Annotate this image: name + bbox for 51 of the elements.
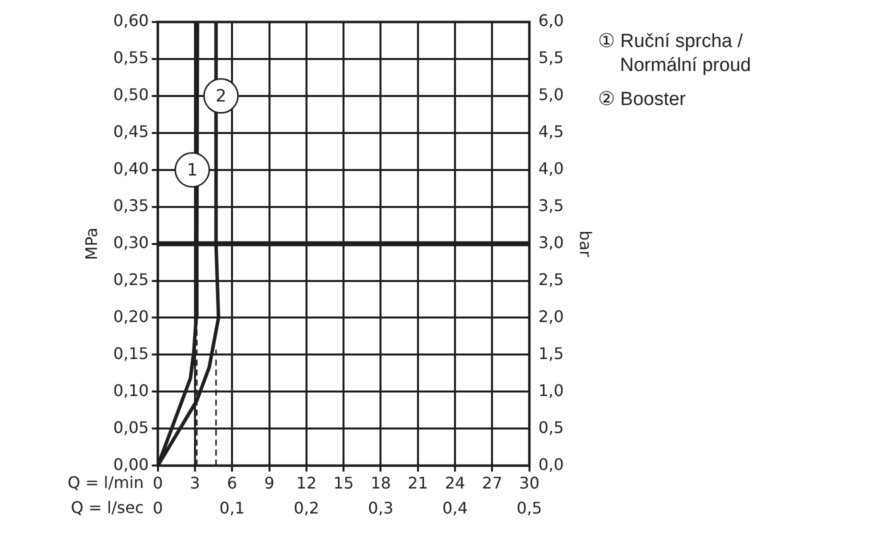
y2-tick-label: 1,0 xyxy=(538,380,564,400)
x-tick-label: 24 xyxy=(444,473,466,492)
y2-tick-label: 5,0 xyxy=(538,85,564,104)
x-tick-label: 30 xyxy=(519,473,540,492)
y-tick-label: 0,60 xyxy=(113,11,149,30)
y2-tick-label: 2,5 xyxy=(538,270,564,289)
y-tick-label: 0,20 xyxy=(113,306,149,326)
y2-tick-label: 6,0 xyxy=(538,11,564,30)
x-tick-label: 3 xyxy=(190,473,200,492)
y2-tick-label: 0,5 xyxy=(538,418,564,437)
x-tick-label: 0 xyxy=(152,473,163,492)
x2-tick-label: 0,1 xyxy=(219,498,245,518)
x2-axis-title: Q = l/sec xyxy=(70,498,144,517)
x2-tick-label: 0,5 xyxy=(516,498,542,518)
y2-tick-label: 5,5 xyxy=(538,48,564,68)
y-tick-label: 0,15 xyxy=(113,344,149,363)
x-tick-label: 21 xyxy=(408,473,428,492)
x-tick-label: 12 xyxy=(296,473,317,492)
y2-axis-title: bar xyxy=(576,230,595,258)
x-tick-label: 18 xyxy=(370,473,391,492)
x2-tick-label: 0 xyxy=(152,498,163,518)
y2-tick-label: 4,5 xyxy=(538,122,564,142)
x-tick-label: 9 xyxy=(264,473,274,492)
y2-tick-label: 1,5 xyxy=(538,344,564,363)
y-tick-label: 0,50 xyxy=(113,85,149,104)
y2-tick-label: 3,5 xyxy=(538,196,564,215)
y-tick-label: 0,40 xyxy=(113,159,149,178)
y2-tick-label: 3,0 xyxy=(538,232,564,252)
y2-tick-label: 2,0 xyxy=(538,306,564,326)
y-tick-label: 0,45 xyxy=(113,122,149,142)
text: ① Ruční sprcha / Normální proud xyxy=(598,30,752,78)
x2-tick-label: 0,2 xyxy=(294,498,320,518)
y-tick-label: 0,00 xyxy=(113,454,149,474)
y-tick-label: 0,05 xyxy=(113,418,149,437)
x2-tick-label: 0,4 xyxy=(442,498,468,518)
y-tick-label: 0,10 xyxy=(113,380,149,400)
y-tick-label: 0,30 xyxy=(113,232,149,252)
x-tick-label: 27 xyxy=(482,473,502,492)
text: ② Booster xyxy=(598,88,687,112)
x-tick-label: 15 xyxy=(333,473,354,492)
x-axis-title: Q = l/min xyxy=(68,472,144,492)
y-tick-label: 0,35 xyxy=(113,196,149,215)
y2-tick-label: 0,0 xyxy=(538,454,564,474)
y2-tick-label: 4,0 xyxy=(538,159,564,178)
x2-tick-label: 0,3 xyxy=(368,498,394,518)
y-tick-label: 0,25 xyxy=(113,270,149,289)
y-axis-title: MPa xyxy=(82,228,102,260)
x-tick-label: 6 xyxy=(227,473,238,492)
annotation: 1 xyxy=(186,160,198,180)
y-tick-label: 0,55 xyxy=(113,48,149,68)
annotation: 2 xyxy=(216,86,226,106)
